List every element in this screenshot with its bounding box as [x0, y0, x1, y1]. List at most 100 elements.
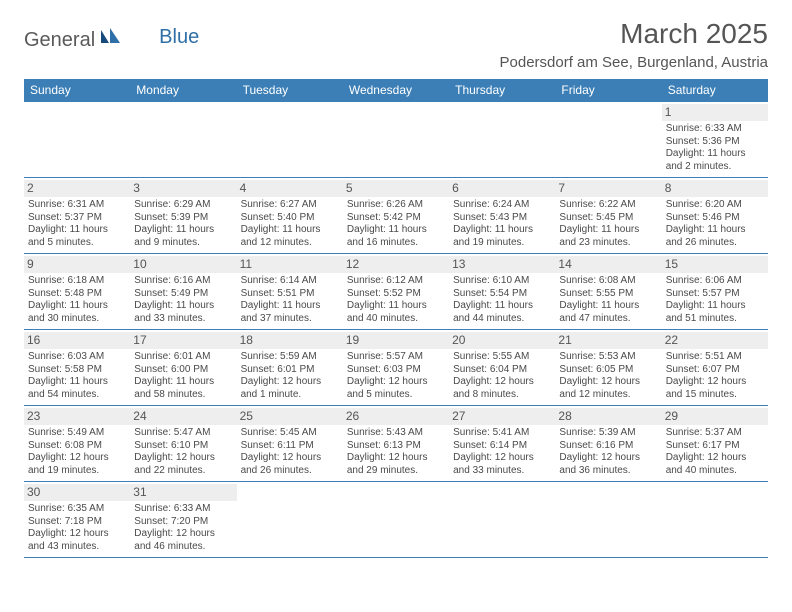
- daylight-text: and 8 minutes.: [453, 389, 551, 402]
- sunrise-text: Sunrise: 6:35 AM: [28, 503, 126, 516]
- daylight-text: Daylight: 11 hours: [666, 224, 764, 237]
- daylight-text: and 19 minutes.: [453, 237, 551, 250]
- daylight-text: Daylight: 12 hours: [28, 528, 126, 541]
- calendar-cell: 11Sunrise: 6:14 AMSunset: 5:51 PMDayligh…: [237, 254, 343, 330]
- daylight-text: and 19 minutes.: [28, 465, 126, 478]
- calendar-cell: 7Sunrise: 6:22 AMSunset: 5:45 PMDaylight…: [555, 178, 661, 254]
- calendar-cell: .: [24, 102, 130, 178]
- calendar-cell: 8 Sunrise: 6:20 AMSunset: 5:46 PMDaylight…: [662, 178, 768, 254]
- weekday-header: Thursday: [449, 79, 555, 102]
- day-number: 11: [237, 256, 343, 273]
- calendar-cell: .: [237, 102, 343, 178]
- calendar-cell: .: [449, 482, 555, 558]
- sunrise-text: Sunrise: 5:39 AM: [559, 427, 657, 440]
- sunrise-text: Sunrise: 6:06 AM: [666, 275, 764, 288]
- daylight-text: Daylight: 11 hours: [241, 300, 339, 313]
- sunrise-text: Sunrise: 6:33 AM: [666, 123, 764, 136]
- daylight-text: and 54 minutes.: [28, 389, 126, 402]
- calendar-cell: 2Sunrise: 6:31 AMSunset: 5:37 PMDaylight…: [24, 178, 130, 254]
- calendar-cell: .: [662, 482, 768, 558]
- weekday-header-row: Sunday Monday Tuesday Wednesday Thursday…: [24, 79, 768, 102]
- sunrise-text: Sunrise: 6:18 AM: [28, 275, 126, 288]
- sunset-text: Sunset: 6:01 PM: [241, 364, 339, 377]
- daylight-text: and 33 minutes.: [134, 313, 232, 326]
- calendar-cell: 29Sunrise: 5:37 AMSunset: 6:17 PMDayligh…: [662, 406, 768, 482]
- daylight-text: Daylight: 12 hours: [241, 376, 339, 389]
- daylight-text: Daylight: 12 hours: [453, 452, 551, 465]
- weekday-header: Wednesday: [343, 79, 449, 102]
- sunrise-text: Sunrise: 6:14 AM: [241, 275, 339, 288]
- day-number: 30: [24, 484, 130, 501]
- sunset-text: Sunset: 5:37 PM: [28, 212, 126, 225]
- daylight-text: and 5 minutes.: [28, 237, 126, 250]
- sunrise-text: Sunrise: 5:57 AM: [347, 351, 445, 364]
- calendar-cell: 16Sunrise: 6:03 AMSunset: 5:58 PMDayligh…: [24, 330, 130, 406]
- daylight-text: and 33 minutes.: [453, 465, 551, 478]
- calendar-cell: 31Sunrise: 6:33 AMSunset: 7:20 PMDayligh…: [130, 482, 236, 558]
- calendar-cell: 21Sunrise: 5:53 AMSunset: 6:05 PMDayligh…: [555, 330, 661, 406]
- sunset-text: Sunset: 7:18 PM: [28, 516, 126, 529]
- calendar-cell: 9Sunrise: 6:18 AMSunset: 5:48 PMDaylight…: [24, 254, 130, 330]
- day-number: 8: [662, 180, 768, 197]
- sunrise-text: Sunrise: 5:55 AM: [453, 351, 551, 364]
- daylight-text: Daylight: 12 hours: [453, 376, 551, 389]
- daylight-text: Daylight: 12 hours: [134, 528, 232, 541]
- daylight-text: and 40 minutes.: [347, 313, 445, 326]
- sunset-text: Sunset: 6:07 PM: [666, 364, 764, 377]
- sunset-text: Sunset: 5:48 PM: [28, 288, 126, 301]
- daylight-text: Daylight: 11 hours: [666, 300, 764, 313]
- calendar-cell: .: [555, 482, 661, 558]
- daylight-text: Daylight: 11 hours: [241, 224, 339, 237]
- sunrise-text: Sunrise: 6:27 AM: [241, 199, 339, 212]
- sunrise-text: Sunrise: 5:43 AM: [347, 427, 445, 440]
- sunrise-text: Sunrise: 6:33 AM: [134, 503, 232, 516]
- sunrise-text: Sunrise: 6:20 AM: [666, 199, 764, 212]
- sunset-text: Sunset: 5:57 PM: [666, 288, 764, 301]
- calendar-cell: 30 Sunrise: 6:35 AMSunset: 7:18 PMDayligh…: [24, 482, 130, 558]
- day-number: 25: [237, 408, 343, 425]
- weekday-header: Saturday: [662, 79, 768, 102]
- sunrise-text: Sunrise: 6:12 AM: [347, 275, 445, 288]
- daylight-text: Daylight: 11 hours: [134, 376, 232, 389]
- calendar-cell: 14Sunrise: 6:08 AMSunset: 5:55 PMDayligh…: [555, 254, 661, 330]
- daylight-text: Daylight: 12 hours: [666, 452, 764, 465]
- day-number: 12: [343, 256, 449, 273]
- daylight-text: and 9 minutes.: [134, 237, 232, 250]
- day-number: 20: [449, 332, 555, 349]
- daylight-text: Daylight: 11 hours: [134, 224, 232, 237]
- calendar-cell: .: [237, 482, 343, 558]
- daylight-text: Daylight: 12 hours: [28, 452, 126, 465]
- sunrise-text: Sunrise: 6:29 AM: [134, 199, 232, 212]
- daylight-text: and 47 minutes.: [559, 313, 657, 326]
- calendar-cell: .: [343, 482, 449, 558]
- daylight-text: Daylight: 12 hours: [241, 452, 339, 465]
- sunrise-text: Sunrise: 5:49 AM: [28, 427, 126, 440]
- day-number: 10: [130, 256, 236, 273]
- calendar-cell: .: [555, 102, 661, 178]
- day-number: 4: [237, 180, 343, 197]
- calendar-cell: 22Sunrise: 5:51 AMSunset: 6:07 PMDayligh…: [662, 330, 768, 406]
- daylight-text: and 30 minutes.: [28, 313, 126, 326]
- calendar-cell: 3Sunrise: 6:29 AMSunset: 5:39 PMDaylight…: [130, 178, 236, 254]
- page-title: March 2025: [500, 18, 769, 50]
- daylight-text: Daylight: 11 hours: [28, 300, 126, 313]
- sunset-text: Sunset: 5:40 PM: [241, 212, 339, 225]
- daylight-text: Daylight: 11 hours: [134, 300, 232, 313]
- sunset-text: Sunset: 5:55 PM: [559, 288, 657, 301]
- calendar-cell: 13Sunrise: 6:10 AMSunset: 5:54 PMDayligh…: [449, 254, 555, 330]
- sunset-text: Sunset: 5:46 PM: [666, 212, 764, 225]
- sunset-text: Sunset: 6:11 PM: [241, 440, 339, 453]
- calendar-table: Sunday Monday Tuesday Wednesday Thursday…: [24, 79, 768, 558]
- sunrise-text: Sunrise: 5:37 AM: [666, 427, 764, 440]
- daylight-text: and 43 minutes.: [28, 541, 126, 554]
- sunrise-text: Sunrise: 6:10 AM: [453, 275, 551, 288]
- daylight-text: Daylight: 11 hours: [559, 224, 657, 237]
- day-number: 22: [662, 332, 768, 349]
- daylight-text: Daylight: 12 hours: [347, 452, 445, 465]
- sunset-text: Sunset: 6:08 PM: [28, 440, 126, 453]
- sunrise-text: Sunrise: 6:22 AM: [559, 199, 657, 212]
- sunrise-text: Sunrise: 5:45 AM: [241, 427, 339, 440]
- weekday-header: Monday: [130, 79, 236, 102]
- sunset-text: Sunset: 5:42 PM: [347, 212, 445, 225]
- daylight-text: Daylight: 12 hours: [134, 452, 232, 465]
